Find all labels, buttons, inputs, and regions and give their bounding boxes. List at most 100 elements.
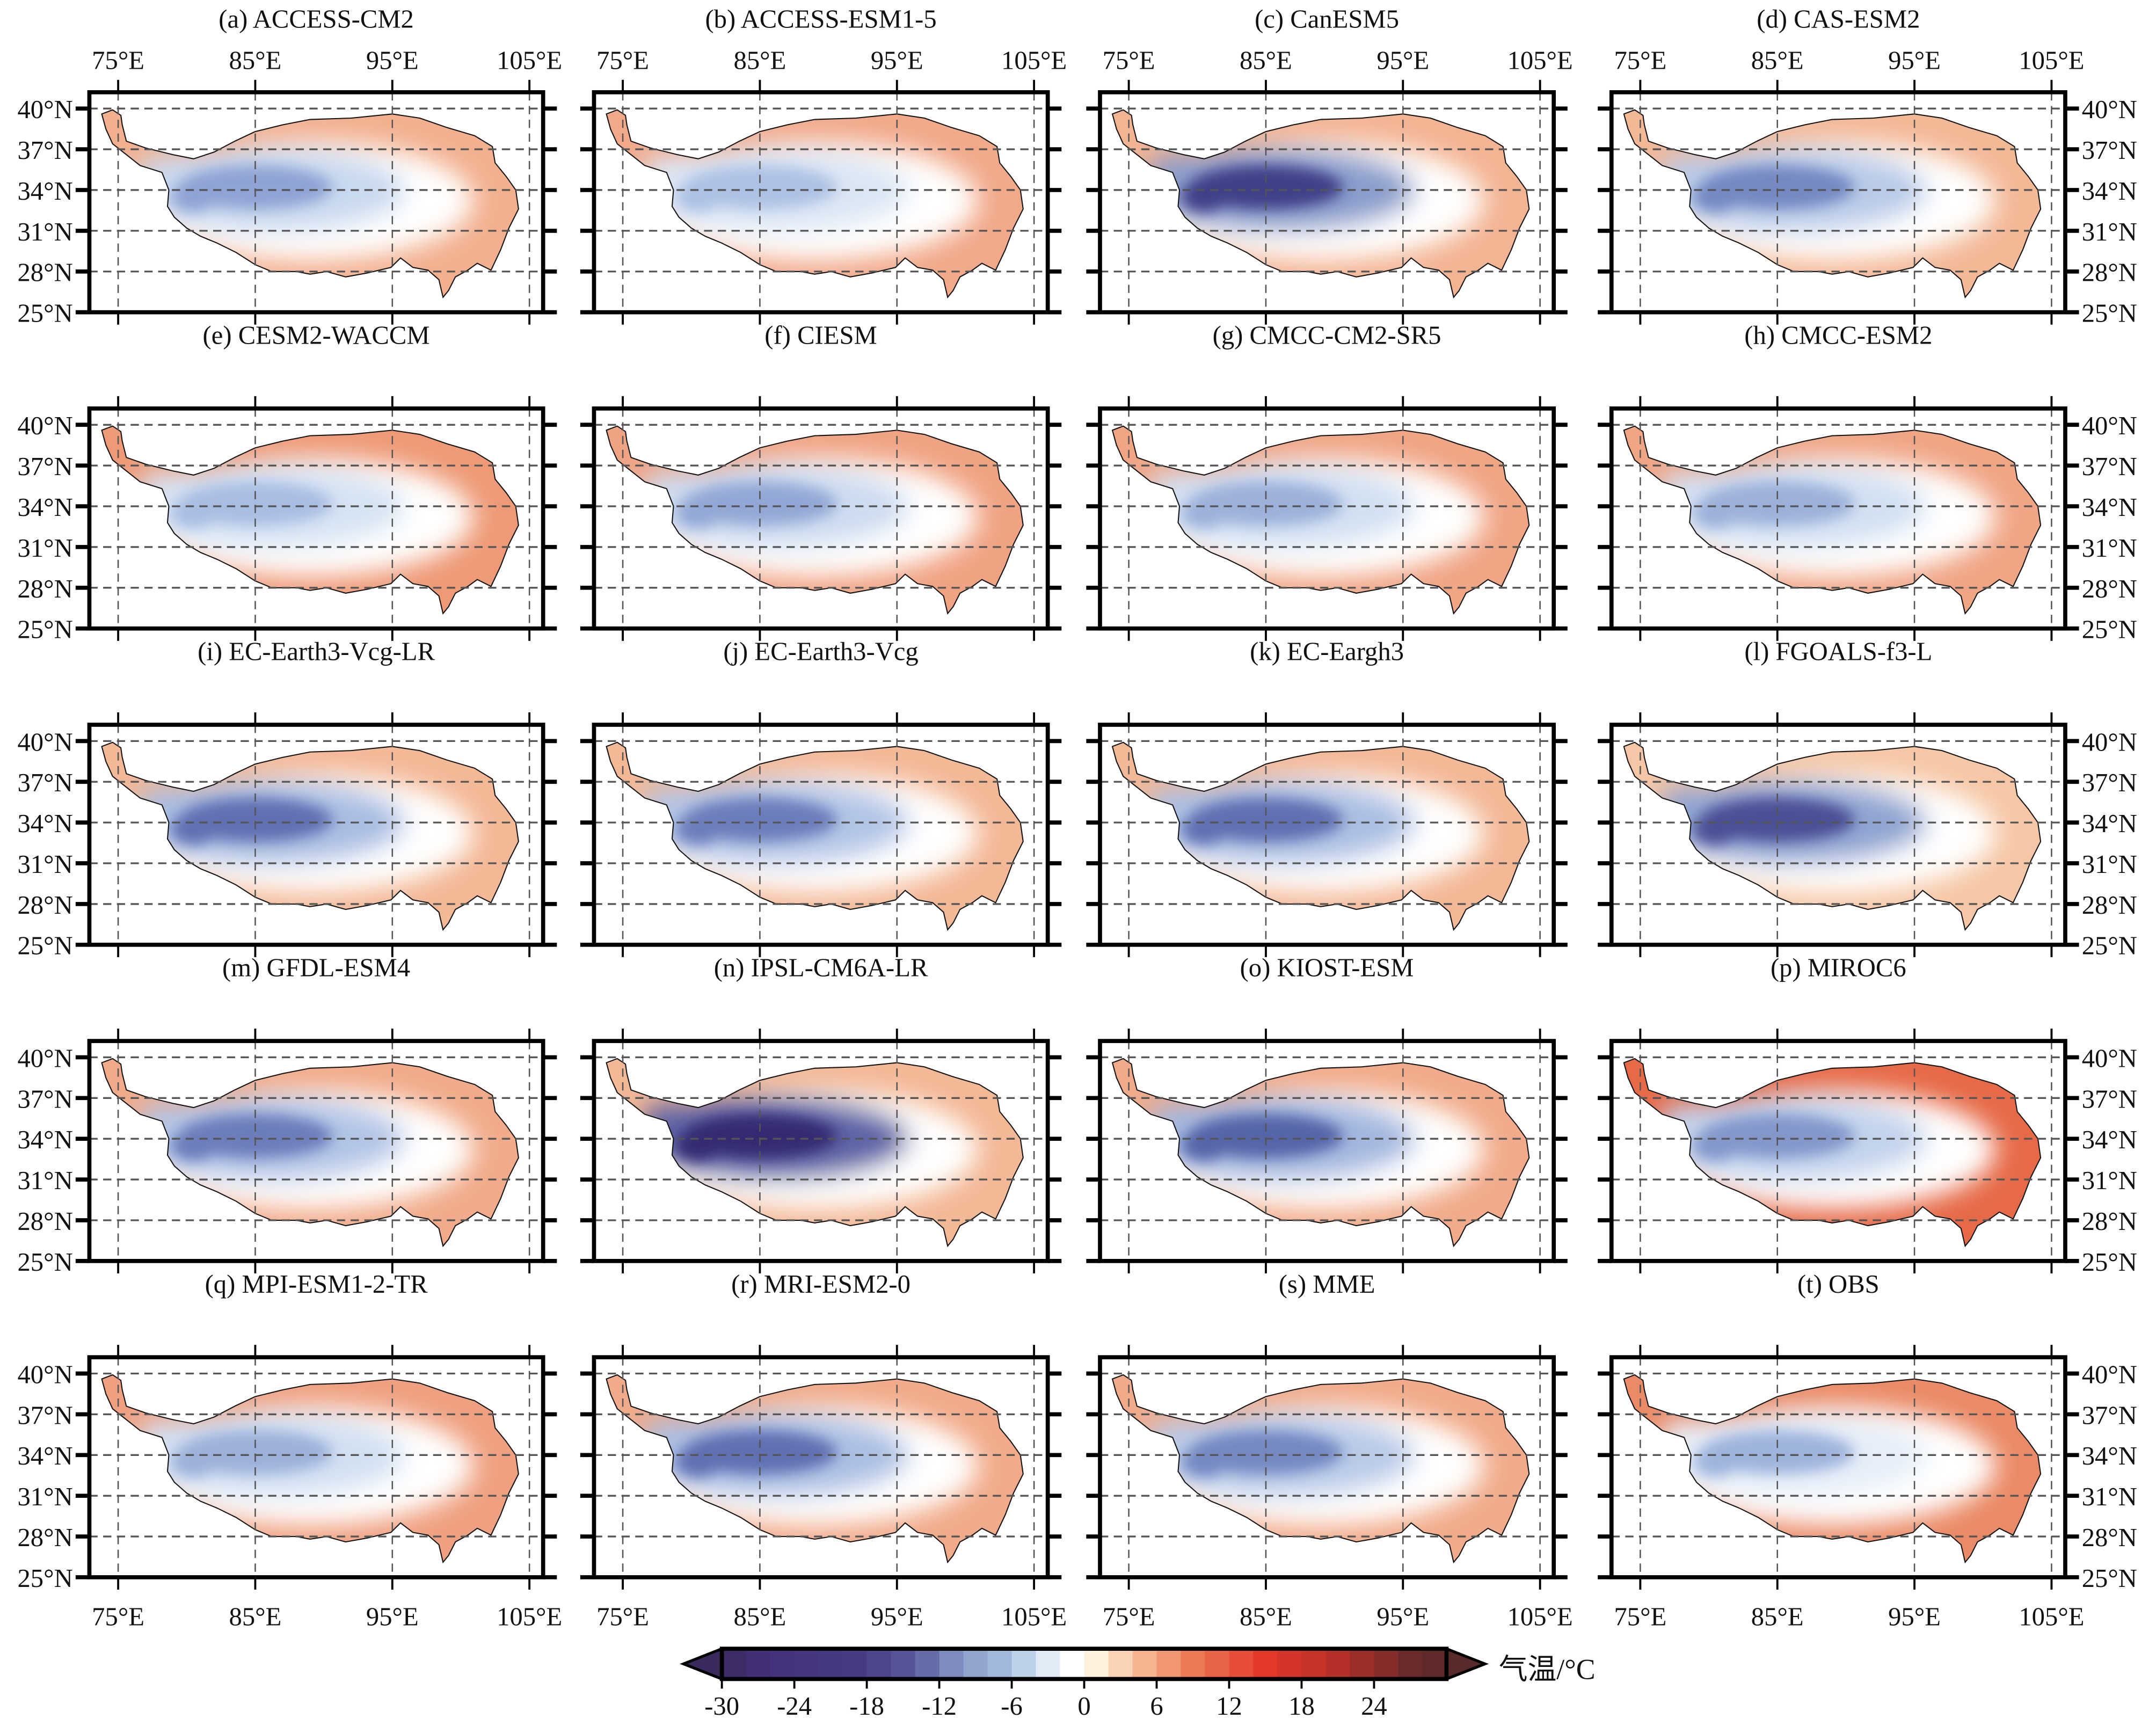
- temperature-field: [1623, 1374, 2041, 1563]
- temperature-field: [606, 1374, 1023, 1563]
- plateau-boundary: [1111, 1374, 1530, 1564]
- lat-tick-label: 34°N: [2082, 1125, 2137, 1154]
- colorbar-bin: [1422, 1649, 1447, 1679]
- lat-tick-label: 28°N: [17, 1207, 72, 1236]
- map-frame: [592, 1355, 1050, 1579]
- lat-tick-label: 34°N: [2082, 177, 2137, 206]
- map-panel: (f) CIESM: [580, 321, 1062, 641]
- temperature-field: [1112, 110, 1529, 297]
- temperature-field: [606, 1058, 1023, 1246]
- lon-tick-label: 75°E: [1614, 46, 1666, 75]
- map-panel: (m) GFDL-ESM4 40°N 37°N 34°N 31°N 28°N 25°N: [17, 953, 557, 1277]
- lon-tick-label: 105°E: [1001, 1603, 1067, 1631]
- map-frame: [1609, 1355, 2067, 1579]
- lon-tick-label: 105°E: [2019, 1603, 2084, 1631]
- lat-tick-label: 28°N: [2082, 574, 2137, 603]
- lon-tick-label: 105°E: [1507, 46, 1573, 75]
- plateau-boundary: [101, 425, 519, 615]
- lat-tick-label: 40°N: [2082, 727, 2137, 756]
- lon-tick-label: 85°E: [1240, 1603, 1292, 1631]
- lon-tick-label: 85°E: [1240, 46, 1292, 75]
- colorbar-bin: [1181, 1649, 1206, 1679]
- map-panels: (a) ACCESS-CM2 75°E 85°E 95°E 105°E 40°N 37°N 3…: [17, 4, 2137, 1631]
- plateau-boundary: [606, 425, 1024, 615]
- colorbar-tick-label: -18: [849, 1692, 884, 1719]
- lat-tick-label: 34°N: [17, 809, 72, 838]
- plateau-boundary: [101, 1374, 519, 1564]
- temperature-field: [1623, 1058, 2041, 1246]
- lat-tick-label: 31°N: [17, 850, 72, 879]
- lat-tick-label: 37°N: [17, 452, 72, 481]
- lat-tick-label: 40°N: [2082, 411, 2137, 440]
- colorbar-tick-label: 24: [1361, 1692, 1387, 1719]
- lon-tick-label: 85°E: [733, 46, 786, 75]
- temperature-field: [606, 742, 1023, 930]
- lon-tick-label: 75°E: [1103, 1603, 1155, 1631]
- map-panel: (q) MPI-ESM1-2-TR 75°E 85°E 95°E 105°E 40°N 37…: [17, 1270, 562, 1631]
- temperature-field: [101, 426, 519, 614]
- lon-tick-label: 95°E: [1376, 46, 1429, 75]
- plateau-boundary: [101, 741, 519, 931]
- colorbar-bin: [987, 1649, 1013, 1679]
- lat-tick-label: 40°N: [17, 1044, 72, 1073]
- temperature-field: [606, 426, 1023, 614]
- lon-tick-label: 85°E: [733, 1603, 786, 1631]
- plateau-boundary: [101, 1058, 519, 1248]
- colorbar-bin: [1277, 1649, 1302, 1679]
- lon-tick-label: 95°E: [1376, 1603, 1429, 1631]
- colorbar-bin: [866, 1649, 892, 1679]
- colorbar-bin: [1060, 1649, 1085, 1679]
- lat-tick-label: 25°N: [17, 615, 72, 644]
- colorbar-bin: [794, 1649, 819, 1679]
- lat-tick-label: 34°N: [17, 493, 72, 522]
- lat-tick-label: 25°N: [2082, 1248, 2137, 1277]
- colorbar-label: 气温/°C: [1499, 1653, 1596, 1685]
- plateau-boundary: [1623, 425, 2042, 615]
- lon-tick-label: 75°E: [1614, 1603, 1666, 1631]
- map-panel: (j) EC-Earth3-Vcg: [580, 637, 1062, 957]
- lat-tick-label: 40°N: [17, 1360, 72, 1389]
- lat-tick-label: 31°N: [17, 534, 72, 563]
- lat-tick-label: 28°N: [2082, 258, 2137, 287]
- lon-tick-label: 105°E: [1001, 46, 1067, 75]
- map-panel: (b) ACCESS-ESM1-5 75°E 85°E 95°E 105°E: [580, 4, 1067, 325]
- lat-tick-label: 31°N: [2082, 1166, 2137, 1195]
- plateau-boundary: [606, 1058, 1024, 1248]
- temperature-field: [1623, 426, 2041, 614]
- panel-title: (i) EC-Earth3-Vcg-LR: [198, 637, 435, 666]
- map-frame: [87, 90, 545, 315]
- lat-tick-label: 34°N: [17, 177, 72, 206]
- lon-tick-label: 85°E: [1751, 46, 1804, 75]
- lon-tick-label: 85°E: [229, 1603, 282, 1631]
- panel-title: (t) OBS: [1797, 1270, 1880, 1299]
- colorbar-tick-label: 18: [1288, 1692, 1315, 1719]
- panel-title: (e) CESM2-WACCM: [203, 321, 430, 350]
- lat-tick-label: 37°N: [17, 768, 72, 797]
- colorbar-bin: [770, 1649, 795, 1679]
- lon-tick-label: 85°E: [1751, 1603, 1804, 1631]
- map-frame: [1609, 90, 2067, 315]
- lat-tick-label: 28°N: [17, 1523, 72, 1552]
- plateau-boundary: [1111, 109, 1530, 298]
- map-panel: (g) CMCC-CM2-SR5: [1086, 321, 1568, 641]
- panel-title: (k) EC-Eargh3: [1250, 637, 1404, 666]
- lat-tick-label: 31°N: [17, 217, 72, 246]
- lat-tick-label: 34°N: [2082, 809, 2137, 838]
- panel-title: (m) GFDL-ESM4: [222, 953, 410, 982]
- panel-title: (c) CanESM5: [1255, 4, 1399, 33]
- lon-tick-label: 95°E: [871, 46, 923, 75]
- temperature-field: [101, 742, 519, 930]
- colorbar-bin: [915, 1649, 940, 1679]
- lat-tick-label: 28°N: [17, 891, 72, 920]
- lon-tick-label: 75°E: [1103, 46, 1155, 75]
- lon-tick-label: 95°E: [1888, 1603, 1941, 1631]
- colorbar-bin: [1108, 1649, 1133, 1679]
- temperature-field: [1623, 110, 2041, 297]
- lat-tick-label: 37°N: [17, 1401, 72, 1430]
- map-frame: [592, 723, 1050, 947]
- map-frame: [1098, 406, 1556, 631]
- plateau-boundary: [1623, 109, 2042, 298]
- map-panel: (p) MIROC6 40°N 37°N 34°N 31°N 28°N 25°N: [1598, 953, 2137, 1277]
- map-frame: [87, 406, 545, 631]
